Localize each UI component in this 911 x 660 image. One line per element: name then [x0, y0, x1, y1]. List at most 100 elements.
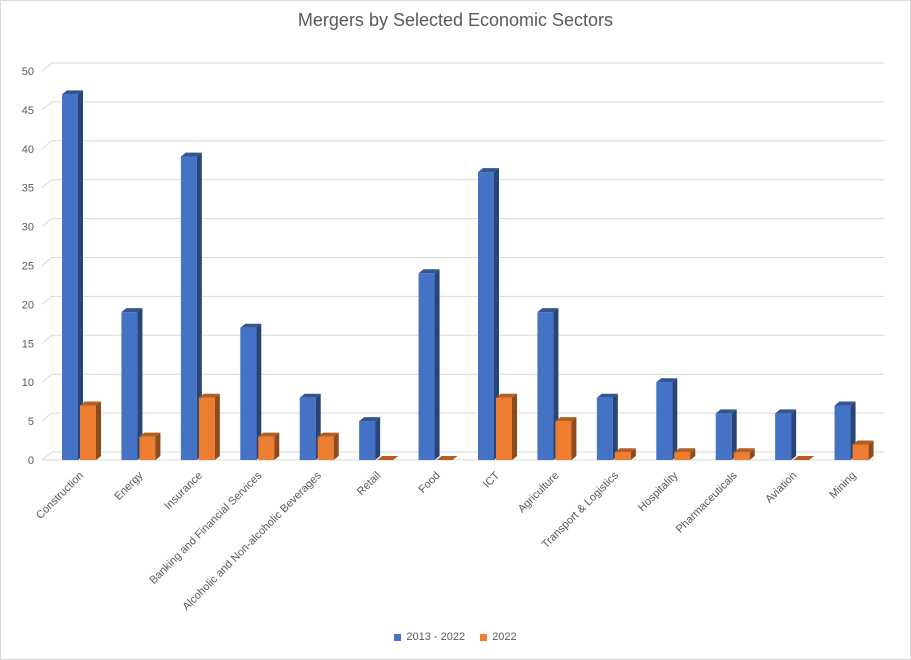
legend-swatch-series-1 — [394, 633, 402, 641]
bar-face — [96, 401, 101, 460]
x-tick-label: Retail — [355, 470, 383, 498]
bar-face — [180, 152, 202, 157]
bar-face — [596, 393, 618, 398]
gridline-side — [41, 257, 53, 266]
legend-item-series-2: 2022 — [480, 631, 517, 643]
gridline-side — [41, 179, 53, 189]
bar-face — [434, 269, 440, 460]
bar-face — [749, 448, 755, 460]
bar-series-1 — [478, 168, 499, 460]
bar-series-1 — [834, 401, 856, 460]
bar-face — [418, 273, 435, 460]
y-tick-label: 25 — [22, 261, 34, 273]
bar-face — [180, 156, 197, 460]
gridline-side — [41, 296, 53, 305]
bar-face — [62, 90, 83, 95]
gridline-side — [41, 62, 53, 72]
bar-series-1 — [775, 409, 797, 460]
bar-face — [299, 393, 321, 398]
bar-face — [537, 312, 554, 460]
x-tick-label: Energy — [112, 469, 145, 502]
bar-series-1 — [418, 269, 440, 460]
bar-face — [555, 421, 572, 460]
bar-face — [715, 413, 732, 460]
y-tick-label: 0 — [28, 455, 34, 467]
bar-face — [198, 397, 215, 460]
bar-face — [630, 448, 636, 460]
y-tick-label: 35 — [22, 183, 34, 195]
x-tick-label: Insurance — [162, 470, 205, 513]
bar-face — [834, 405, 851, 460]
y-tick-label: 50 — [22, 66, 34, 78]
bar-face — [317, 432, 339, 437]
x-tick-label: Food — [416, 470, 442, 496]
gridline-side — [41, 101, 53, 111]
bar-face — [656, 378, 678, 383]
bar-face — [791, 409, 797, 460]
x-tick-label: Construction — [34, 470, 86, 522]
bar-series-2 — [436, 456, 458, 461]
gridline-side — [41, 373, 53, 383]
bar-face — [121, 308, 143, 313]
bar-face — [155, 432, 161, 460]
legend-label-series-2: 2022 — [492, 631, 517, 643]
x-tick-label: Banking and Financial Services — [147, 469, 264, 586]
y-tick-label: 30 — [22, 222, 34, 234]
bar-face — [555, 417, 577, 422]
bar-face — [614, 448, 636, 453]
bar-face — [512, 393, 517, 460]
bar-face — [214, 393, 220, 460]
bar-series-1 — [180, 152, 202, 460]
bar-face — [834, 401, 856, 406]
bar-face — [596, 397, 613, 460]
bar-face — [80, 401, 101, 406]
bar-face — [62, 94, 78, 460]
bar-series-1 — [62, 90, 83, 460]
bar-face — [852, 444, 869, 460]
legend: 2013 - 2022 2022 — [0, 631, 911, 644]
bar-face — [258, 432, 280, 437]
bar-face — [733, 452, 750, 460]
bar-face — [478, 172, 494, 460]
gridline-side — [41, 218, 53, 227]
bar-face — [868, 440, 874, 460]
bar-face — [299, 397, 316, 460]
y-tick-label: 5 — [28, 416, 34, 428]
gridline-side — [41, 412, 53, 422]
bar-face — [478, 168, 499, 173]
bar-series-2 — [139, 432, 161, 460]
bar-series-2 — [317, 432, 339, 460]
y-tick-label: 15 — [22, 338, 34, 350]
y-tick-label: 45 — [22, 105, 34, 117]
bar-face — [571, 417, 577, 460]
gridline-side — [41, 140, 53, 150]
bar-series-2 — [555, 417, 577, 460]
bar-series-1 — [240, 323, 262, 460]
bar-face — [775, 409, 797, 414]
bar-series-2 — [614, 448, 636, 460]
bar-series-1 — [121, 308, 143, 460]
y-tick-label: 10 — [22, 377, 34, 389]
bar-face — [733, 448, 755, 453]
legend-label-series-1: 2013 - 2022 — [406, 631, 466, 643]
bar-series-2 — [852, 440, 874, 460]
chart-title: Mergers by Selected Economic Sectors — [297, 10, 614, 30]
bar-face — [258, 436, 275, 460]
bar-series-1 — [715, 409, 737, 460]
bar-face — [256, 323, 262, 460]
bar-series-1 — [656, 378, 678, 460]
bar-face — [731, 409, 737, 460]
x-tick-label: Aviation — [763, 470, 799, 506]
bar-face — [139, 432, 161, 437]
bar-face — [377, 456, 399, 460]
x-tick-label: Mining — [827, 470, 858, 501]
y-tick-label: 20 — [22, 299, 34, 311]
gridline-side — [41, 451, 53, 461]
bar-face — [672, 378, 678, 460]
bar-face — [240, 323, 262, 328]
bar-face — [496, 393, 517, 398]
bar-series-1 — [299, 393, 321, 460]
bar-face — [80, 405, 96, 460]
bar-face — [240, 327, 257, 460]
bar-face — [274, 432, 280, 460]
